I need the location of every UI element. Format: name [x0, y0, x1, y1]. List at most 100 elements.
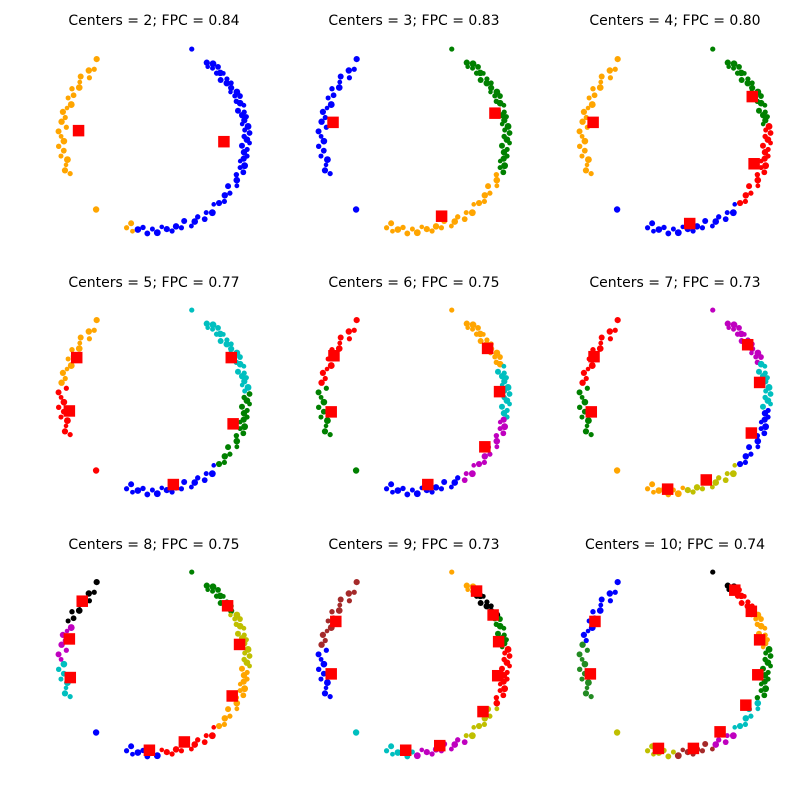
data-point [598, 340, 604, 346]
data-point [742, 459, 749, 466]
data-point [497, 426, 503, 432]
data-point [241, 423, 249, 431]
data-point [178, 225, 185, 231]
data-point [477, 338, 484, 345]
data-point [732, 202, 738, 207]
data-point [324, 679, 331, 686]
data-point [221, 453, 228, 460]
data-point [449, 307, 455, 313]
data-point [488, 603, 494, 609]
data-point [58, 641, 65, 648]
data-point [488, 84, 495, 91]
cluster-center-marker [434, 739, 446, 752]
data-point [211, 463, 217, 468]
data-point [320, 398, 328, 406]
cluster-center-marker [330, 615, 342, 628]
data-point [742, 192, 749, 199]
cluster-center-marker [493, 385, 506, 398]
cluster-center-marker [325, 668, 337, 680]
data-point [741, 70, 747, 76]
data-point [651, 228, 656, 234]
data-point [327, 431, 333, 438]
data-point [323, 685, 329, 691]
data-point [729, 470, 737, 478]
cluster-center-marker [399, 744, 412, 756]
data-point [758, 688, 764, 694]
cluster-center-marker [76, 595, 88, 607]
data-point [477, 600, 484, 607]
data-point [346, 75, 353, 81]
data-point [767, 130, 774, 136]
data-point [67, 362, 75, 369]
data-point [448, 223, 454, 229]
data-point [233, 437, 241, 445]
cluster-center-marker [178, 736, 191, 748]
data-point [762, 162, 770, 170]
data-point [201, 216, 208, 223]
subplot-centers-10: Centers = 10; FPC = 0.74 [545, 537, 800, 760]
data-point [315, 666, 322, 673]
data-point [225, 706, 232, 713]
data-point [463, 733, 469, 739]
data-point [494, 630, 501, 637]
data-point [240, 169, 247, 176]
data-point [429, 751, 435, 757]
data-point [500, 169, 507, 176]
data-point [92, 206, 100, 213]
data-point [85, 590, 93, 597]
data-point [758, 426, 764, 432]
data-point [335, 84, 343, 91]
data-point [181, 217, 188, 224]
data-point [217, 77, 224, 84]
data-point [123, 486, 130, 492]
data-point [591, 92, 598, 99]
cluster-center-marker [481, 342, 494, 355]
data-point [153, 229, 161, 237]
data-point [613, 206, 621, 213]
data-point [716, 737, 722, 743]
cluster-center-marker [687, 742, 700, 755]
data-point [712, 218, 720, 225]
data-point [500, 149, 508, 156]
data-point [761, 149, 769, 156]
data-point [742, 453, 749, 460]
data-point [451, 741, 459, 748]
data-point [724, 733, 730, 739]
data-point [211, 202, 217, 207]
data-point [699, 748, 706, 754]
data-point [588, 693, 594, 700]
data-point [763, 650, 769, 656]
data-point [680, 224, 686, 230]
data-point [400, 224, 406, 231]
data-point [228, 345, 235, 352]
data-point [163, 749, 170, 756]
data-point [607, 598, 614, 604]
data-point [242, 127, 248, 133]
data-point [580, 108, 588, 115]
data-point [58, 153, 64, 159]
data-point [75, 345, 83, 352]
data-point [649, 220, 656, 227]
cluster-center-marker [589, 615, 601, 628]
data-point [710, 307, 716, 313]
cluster-center-marker [588, 350, 600, 363]
data-point [327, 362, 335, 369]
data-point [449, 569, 455, 575]
data-point [742, 715, 749, 722]
data-point [502, 650, 508, 656]
data-point [768, 401, 773, 407]
data-point [77, 340, 83, 346]
data-point [67, 431, 73, 438]
cluster-center-marker [328, 350, 340, 362]
data-point [209, 583, 217, 591]
data-point [455, 214, 461, 220]
data-point [60, 398, 68, 406]
data-point [233, 432, 240, 439]
data-point [469, 60, 477, 68]
data-point [576, 666, 583, 673]
data-point [596, 345, 604, 352]
data-point [195, 475, 201, 481]
data-point [755, 183, 761, 189]
data-point [726, 64, 732, 70]
data-point [754, 176, 762, 184]
